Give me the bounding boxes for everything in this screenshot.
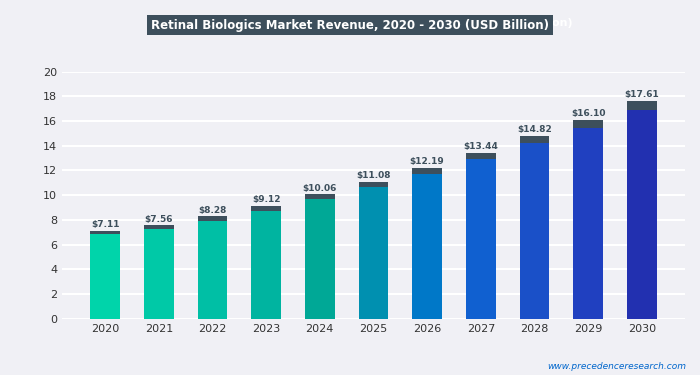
Bar: [412, 168, 442, 174]
Text: $14.82: $14.82: [517, 125, 552, 134]
Text: $13.44: $13.44: [463, 142, 498, 151]
Text: $7.11: $7.11: [91, 220, 119, 229]
Text: $16.10: $16.10: [571, 109, 606, 118]
Bar: [520, 136, 550, 143]
Text: $9.12: $9.12: [252, 195, 281, 204]
Text: $10.06: $10.06: [302, 184, 337, 193]
Text: $8.28: $8.28: [198, 206, 227, 214]
Bar: [197, 216, 228, 319]
Bar: [573, 120, 603, 319]
Bar: [305, 195, 335, 319]
Bar: [520, 136, 550, 319]
Bar: [627, 101, 657, 110]
Bar: [573, 120, 603, 128]
Bar: [251, 206, 281, 211]
Bar: [144, 225, 174, 229]
Bar: [144, 225, 174, 319]
Text: Retinal Biologics Market Revenue, 2020 - 2030 (USD Billion): Retinal Biologics Market Revenue, 2020 -…: [197, 18, 573, 27]
Bar: [412, 168, 442, 319]
Text: www.precedenceresearch.com: www.precedenceresearch.com: [547, 362, 686, 371]
Text: $17.61: $17.61: [624, 90, 659, 99]
Bar: [90, 231, 120, 234]
Bar: [466, 153, 496, 319]
Bar: [466, 153, 496, 159]
Bar: [358, 182, 389, 188]
Text: $11.08: $11.08: [356, 171, 391, 180]
Bar: [251, 206, 281, 319]
Text: $7.56: $7.56: [144, 214, 173, 223]
Text: $12.19: $12.19: [410, 157, 444, 166]
Bar: [358, 182, 389, 319]
Bar: [90, 231, 120, 319]
Bar: [627, 101, 657, 319]
Bar: [197, 216, 228, 220]
Bar: [305, 195, 335, 200]
Text: Retinal Biologics Market Revenue, 2020 - 2030 (USD Billion): Retinal Biologics Market Revenue, 2020 -…: [151, 19, 549, 32]
